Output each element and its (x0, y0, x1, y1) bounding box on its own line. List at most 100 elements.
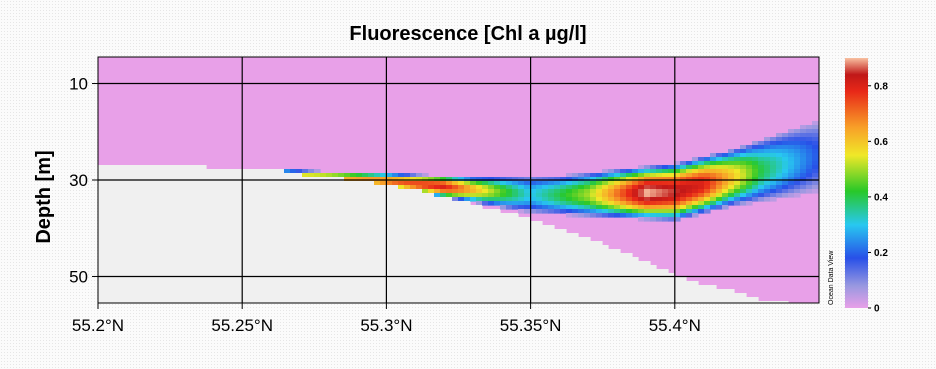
seafloor-cell (332, 209, 339, 214)
seafloor-cell (524, 277, 531, 282)
seafloor-cell (218, 225, 225, 230)
seafloor-cell (134, 249, 141, 254)
seafloor-cell (560, 285, 567, 290)
seafloor-cell (182, 241, 189, 246)
seafloor-cell (242, 217, 249, 222)
seafloor-cell (320, 261, 327, 266)
seafloor-cell (410, 189, 417, 194)
heatmap-cell (662, 217, 669, 222)
heatmap-cell (758, 177, 765, 182)
seafloor-cell (530, 257, 537, 262)
seafloor-cell (698, 293, 705, 298)
heatmap-cell (788, 145, 795, 150)
seafloor-cell (134, 209, 141, 214)
heatmap-cell (812, 129, 819, 134)
seafloor-cell (170, 225, 177, 230)
heatmap-cell (644, 193, 651, 198)
heatmap-cell (716, 181, 723, 186)
seafloor-cell (716, 289, 723, 294)
heatmap-cell (644, 197, 651, 202)
seafloor-cell (614, 285, 621, 290)
seafloor-cell (170, 257, 177, 262)
seafloor-cell (182, 205, 189, 210)
heatmap-cell (374, 173, 381, 178)
heatmap-cell (638, 177, 645, 182)
seafloor-cell (434, 269, 441, 274)
seafloor-cell (272, 177, 279, 182)
seafloor-cell (212, 173, 219, 178)
heatmap-cell (656, 205, 663, 210)
seafloor-cell (314, 193, 321, 198)
seafloor-cell (512, 257, 519, 262)
heatmap-cell (644, 217, 651, 222)
heatmap-cell (626, 169, 633, 174)
seafloor-cell (146, 197, 153, 202)
heatmap-cell (452, 189, 459, 194)
heatmap-cell (812, 157, 819, 162)
heatmap-cell (548, 189, 555, 194)
seafloor-cell (404, 293, 411, 298)
seafloor-cell (332, 193, 339, 198)
seafloor-cell (122, 261, 129, 266)
seafloor-cell (200, 233, 207, 238)
seafloor-cell (368, 197, 375, 202)
seafloor-cell (254, 253, 261, 258)
heatmap-cell (752, 165, 759, 170)
heatmap-cell (428, 177, 435, 182)
seafloor-cell (122, 169, 129, 174)
heatmap-cell (506, 177, 513, 182)
heatmap-cell (584, 181, 591, 186)
seafloor-cell (320, 241, 327, 246)
seafloor-cell (464, 209, 471, 214)
seafloor-cell (164, 277, 171, 282)
heatmap-cell (770, 173, 777, 178)
seafloor-cell (158, 245, 165, 250)
seafloor-cell (146, 229, 153, 234)
heatmap-cell (536, 185, 543, 190)
seafloor-cell (398, 229, 405, 234)
seafloor-cell (176, 197, 183, 202)
seafloor-cell (284, 213, 291, 218)
heatmap-cell (746, 149, 753, 154)
seafloor-cell (446, 273, 453, 278)
heatmap-cell (632, 209, 639, 214)
seafloor-cell (110, 241, 117, 246)
seafloor-cell (458, 201, 465, 206)
heatmap-cell (776, 133, 783, 138)
seafloor-cell (200, 237, 207, 242)
seafloor-cell (644, 265, 651, 270)
seafloor-cell (128, 189, 135, 194)
seafloor-cell (134, 165, 141, 170)
heatmap-cell (674, 197, 681, 202)
seafloor-cell (164, 249, 171, 254)
seafloor-cell (260, 173, 267, 178)
seafloor-cell (188, 169, 195, 174)
seafloor-cell (530, 269, 537, 274)
heatmap-cell (776, 189, 783, 194)
seafloor-cell (272, 253, 279, 258)
seafloor-cell (494, 285, 501, 290)
seafloor-cell (212, 237, 219, 242)
heatmap-cell (686, 185, 693, 190)
seafloor-cell (566, 253, 573, 258)
seafloor-cell (356, 281, 363, 286)
seafloor-cell (392, 201, 399, 206)
heatmap-cell (620, 169, 627, 174)
seafloor-cell (662, 273, 669, 278)
seafloor-cell (152, 253, 159, 258)
seafloor-cell (338, 277, 345, 282)
heatmap-cell (716, 173, 723, 178)
seafloor-cell (374, 289, 381, 294)
seafloor-cell (212, 241, 219, 246)
seafloor-cell (362, 301, 369, 303)
seafloor-cell (506, 257, 513, 262)
seafloor-cell (350, 225, 357, 230)
seafloor-cell (536, 261, 543, 266)
heatmap-cell (788, 189, 795, 194)
seafloor-cell (344, 273, 351, 278)
seafloor-cell (176, 277, 183, 282)
seafloor-cell (440, 217, 447, 222)
seafloor-cell (560, 237, 567, 242)
heatmap-cell (758, 161, 765, 166)
heatmap-cell (536, 193, 543, 198)
